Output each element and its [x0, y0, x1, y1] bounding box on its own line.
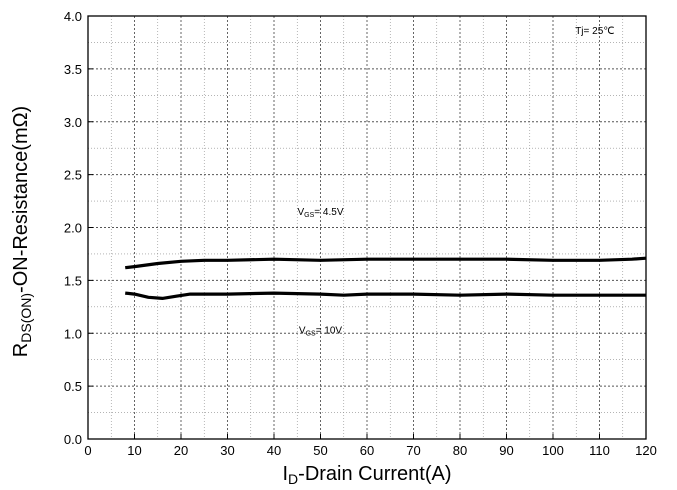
y-tick-label: 1.5	[64, 273, 82, 288]
series-group	[125, 258, 646, 298]
x-tick-label: 90	[499, 443, 513, 458]
series-line-vgs-10v	[125, 293, 646, 298]
y-tick-label: 2.0	[64, 221, 82, 236]
x-tick-label: 10	[127, 443, 141, 458]
x-tick-label: 80	[453, 443, 467, 458]
temperature-annotation: Tj= 25℃	[575, 26, 614, 37]
x-tick-label: 30	[220, 443, 234, 458]
y-tick-label: 2.5	[64, 168, 82, 183]
x-tick-label: 120	[635, 443, 657, 458]
x-tick-label: 20	[174, 443, 188, 458]
y-tick-label: 0.0	[64, 432, 82, 447]
series-line-vgs-4-5v	[125, 258, 646, 268]
series-label-vgs-10v: VGS= 10V	[299, 325, 343, 337]
y-tick-label: 1.0	[64, 326, 82, 341]
grid	[88, 16, 646, 439]
x-tick-label: 110	[589, 443, 610, 458]
y-tick-label: 4.0	[64, 9, 82, 24]
y-tick-label: 0.5	[64, 379, 82, 394]
x-tick-label: 100	[542, 443, 564, 458]
x-tick-label: 60	[360, 443, 374, 458]
y-tick-label: 3.5	[64, 62, 82, 77]
x-tick-label: 50	[313, 443, 327, 458]
x-tick-label: 0	[84, 443, 91, 458]
x-tick-label: 40	[267, 443, 281, 458]
plot-frame	[88, 16, 646, 439]
x-axis-title: ID-Drain Current(A)	[282, 463, 451, 487]
y-tick-label: 3.0	[64, 115, 82, 130]
x-tick-label: 70	[406, 443, 420, 458]
axis-ticks: 0 10 20 30 40 50 60 70 80 90 100 110 120 0.0 0.5 1.0 1.5…	[64, 9, 657, 458]
y-axis-title: RDS(ON)-ON-Resistance(mΩ)	[10, 106, 34, 357]
series-label-vgs-4-5v: VGS= 4.5V	[298, 207, 344, 219]
